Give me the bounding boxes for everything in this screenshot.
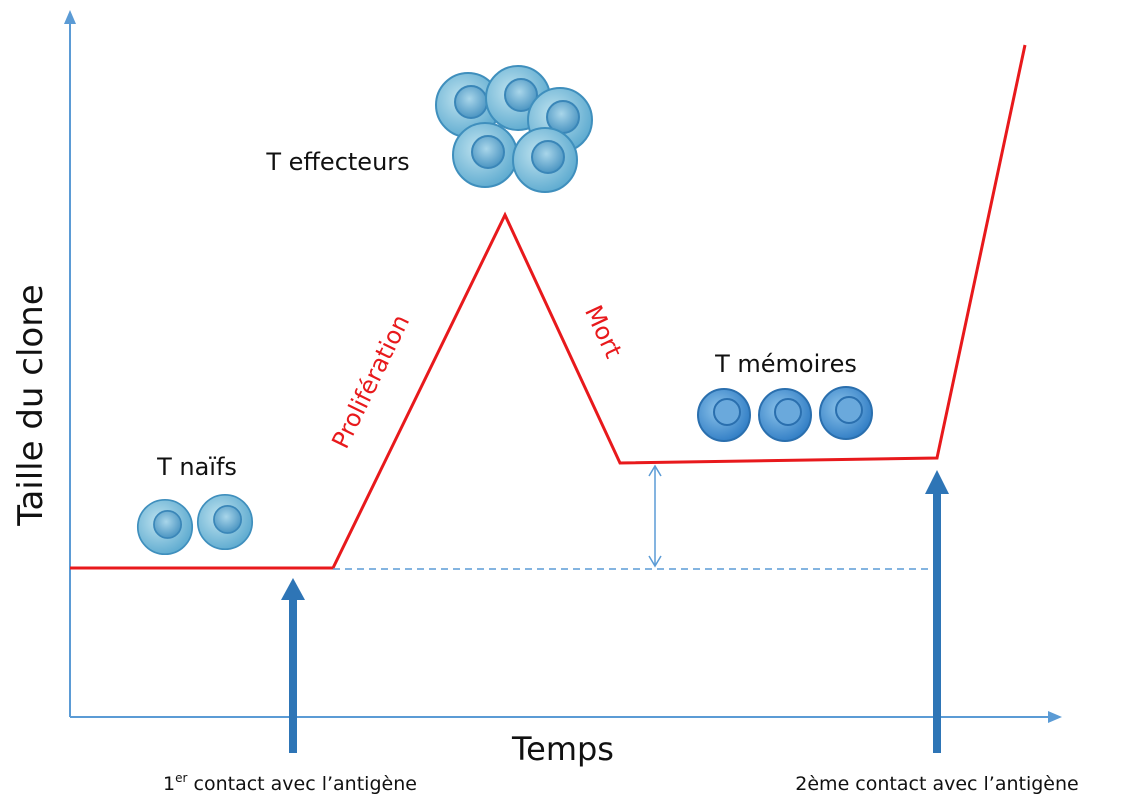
naive-cells	[136, 493, 254, 556]
memory-cells	[697, 386, 873, 442]
x-axis-label: Temps	[511, 730, 614, 768]
effector-label: T effecteurs	[265, 148, 409, 176]
memory-label: T mémoires	[714, 350, 857, 378]
effector-cells	[435, 65, 593, 193]
first-contact-number: 1	[163, 773, 175, 795]
axes	[64, 10, 1062, 723]
first-contact-text: contact avec l’antigène	[187, 773, 416, 795]
first-contact-superscript: er	[175, 771, 187, 785]
death-label: Mort	[579, 301, 627, 362]
naive-label: T naïfs	[156, 453, 237, 481]
y-axis-label: Taille du clone	[11, 284, 51, 526]
first-contact-label: 1er contact avec l’antigène	[163, 771, 417, 795]
proliferation-label: Prolifération	[326, 310, 415, 453]
difference-arrow	[648, 464, 662, 568]
clone-curve	[70, 44, 1027, 570]
contact-arrows	[281, 470, 949, 753]
second-contact-label: 2ème contact avec l’antigène	[795, 773, 1078, 795]
